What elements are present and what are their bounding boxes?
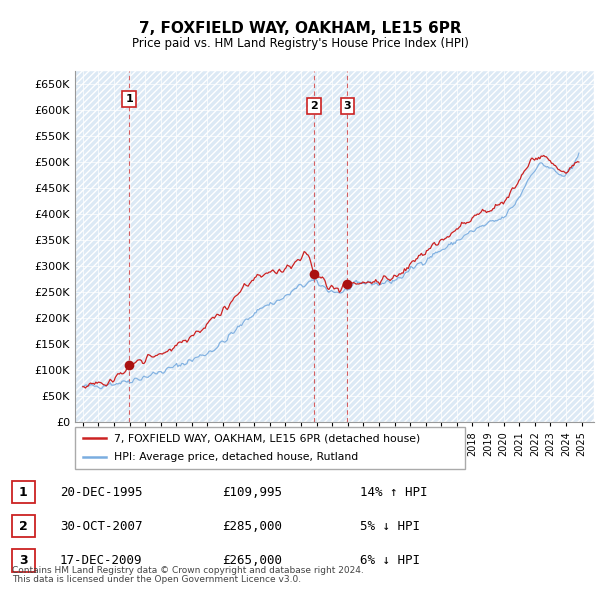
Text: 3: 3 — [343, 101, 351, 111]
Text: £285,000: £285,000 — [222, 520, 282, 533]
Text: 7, FOXFIELD WAY, OAKHAM, LE15 6PR (detached house): 7, FOXFIELD WAY, OAKHAM, LE15 6PR (detac… — [114, 434, 420, 444]
Text: 6% ↓ HPI: 6% ↓ HPI — [360, 554, 420, 567]
Text: 2: 2 — [310, 101, 318, 111]
Text: 20-DEC-1995: 20-DEC-1995 — [60, 486, 143, 499]
Text: HPI: Average price, detached house, Rutland: HPI: Average price, detached house, Rutl… — [114, 452, 358, 462]
Text: Contains HM Land Registry data © Crown copyright and database right 2024.: Contains HM Land Registry data © Crown c… — [12, 566, 364, 575]
Text: £265,000: £265,000 — [222, 554, 282, 567]
Text: 2: 2 — [19, 520, 28, 533]
FancyBboxPatch shape — [75, 427, 465, 469]
Text: £109,995: £109,995 — [222, 486, 282, 499]
Text: 17-DEC-2009: 17-DEC-2009 — [60, 554, 143, 567]
Text: 14% ↑ HPI: 14% ↑ HPI — [360, 486, 427, 499]
Text: This data is licensed under the Open Government Licence v3.0.: This data is licensed under the Open Gov… — [12, 575, 301, 584]
Text: Price paid vs. HM Land Registry's House Price Index (HPI): Price paid vs. HM Land Registry's House … — [131, 37, 469, 50]
Text: 7, FOXFIELD WAY, OAKHAM, LE15 6PR: 7, FOXFIELD WAY, OAKHAM, LE15 6PR — [139, 21, 461, 35]
Text: 1: 1 — [19, 486, 28, 499]
Text: 5% ↓ HPI: 5% ↓ HPI — [360, 520, 420, 533]
Text: 30-OCT-2007: 30-OCT-2007 — [60, 520, 143, 533]
Text: 3: 3 — [19, 554, 28, 567]
Text: 1: 1 — [125, 94, 133, 104]
